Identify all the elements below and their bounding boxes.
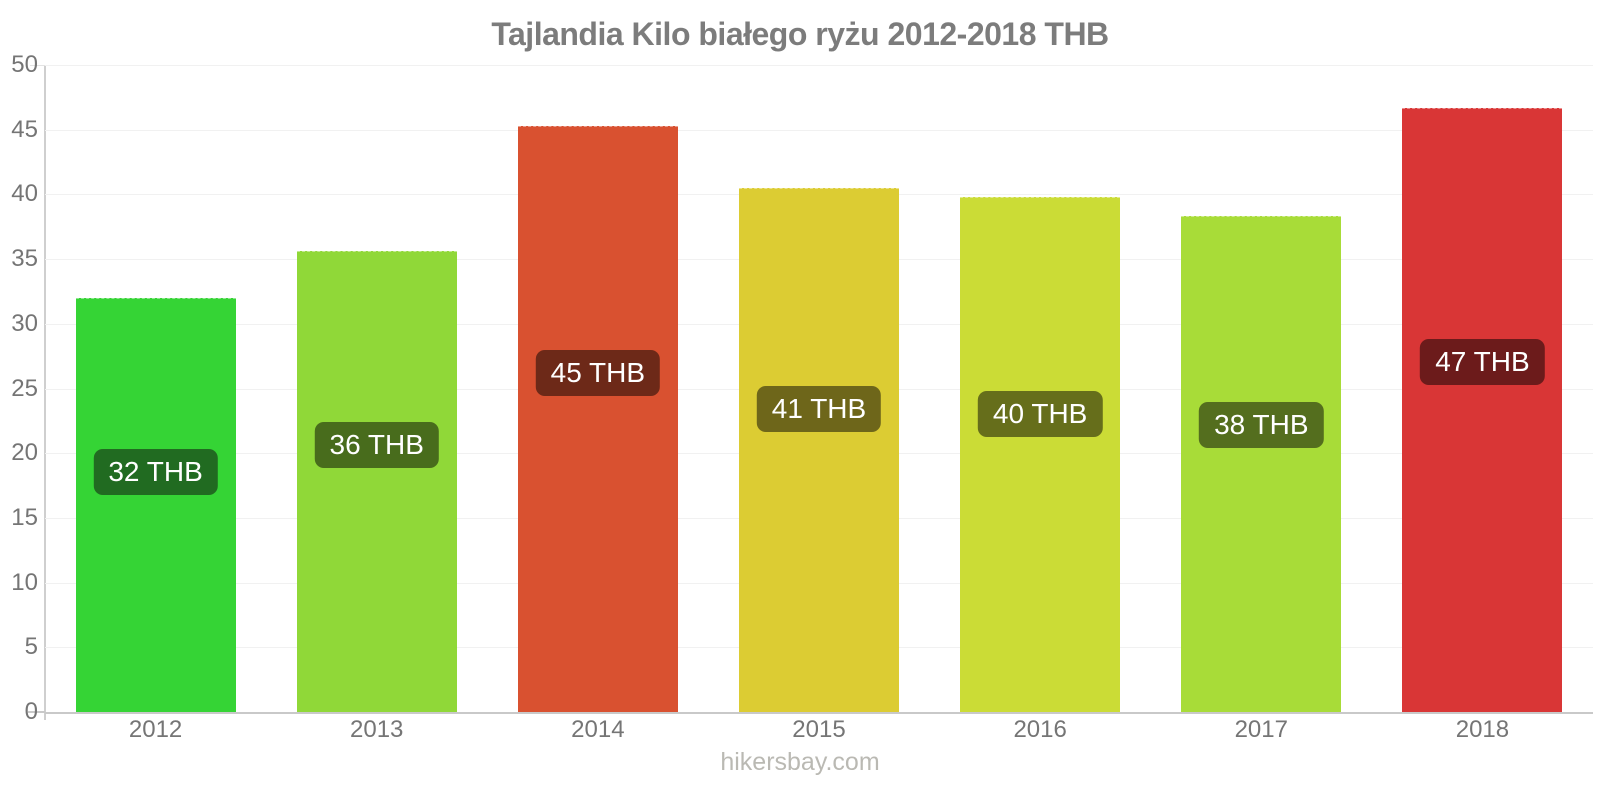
bar-value-badge: 47 THB bbox=[1420, 339, 1545, 386]
bar-value-label: 36 THB bbox=[329, 429, 424, 461]
bar-value-badge: 38 THB bbox=[1199, 402, 1324, 449]
bar-value-label: 41 THB bbox=[771, 392, 867, 424]
bar-2017[interactable]: 38 THB bbox=[1181, 216, 1342, 712]
bar-value-badge: 40 THB bbox=[977, 390, 1103, 437]
y-tick-label: 50 bbox=[11, 51, 38, 78]
bar-value-label: 45 THB bbox=[550, 356, 646, 388]
bar-value-label: 40 THB bbox=[992, 397, 1088, 429]
y-axis-line bbox=[44, 65, 46, 720]
bar-value-badge: 41 THB bbox=[756, 385, 882, 432]
bar-value-label: 47 THB bbox=[1435, 346, 1530, 378]
y-tick-label: 10 bbox=[11, 568, 38, 596]
bar-2018[interactable]: 47 THB bbox=[1402, 107, 1563, 712]
y-tick-label: 40 bbox=[11, 180, 38, 208]
bar-value-badge: 32 THB bbox=[93, 449, 218, 496]
x-tick-label: 2014 bbox=[571, 716, 625, 743]
bar-2015[interactable]: 41 THB bbox=[739, 187, 899, 712]
x-tick-label: 2016 bbox=[1013, 716, 1067, 743]
bar-2012[interactable]: 32 THB bbox=[75, 297, 236, 712]
y-tick-label: 35 bbox=[11, 245, 38, 273]
bar-2014[interactable]: 45 THB bbox=[517, 125, 678, 712]
y-tick-label: 20 bbox=[11, 439, 38, 467]
gridline bbox=[45, 129, 1593, 131]
footer-watermark: hikersbay.com bbox=[720, 748, 880, 776]
bar-value-badge: 45 THB bbox=[535, 349, 661, 396]
y-axis-tick-0 bbox=[28, 711, 45, 713]
bar-value-label: 38 THB bbox=[1214, 409, 1309, 441]
bar-2013[interactable]: 36 THB bbox=[296, 251, 457, 712]
y-tick-label: 25 bbox=[11, 374, 38, 402]
x-axis-line bbox=[45, 712, 1593, 714]
x-tick-label: 2017 bbox=[1234, 716, 1288, 743]
chart-title: Tajlandia Kilo białego ryżu 2012-2018 TH… bbox=[491, 16, 1109, 52]
gridline bbox=[45, 65, 1593, 66]
y-tick-label: 30 bbox=[11, 309, 38, 337]
x-tick-label: 2015 bbox=[792, 716, 846, 743]
y-tick-label: 5 bbox=[24, 633, 38, 661]
x-tick-label: 2018 bbox=[1455, 716, 1510, 743]
bar-value-badge: 36 THB bbox=[314, 422, 439, 469]
x-tick-label: 2013 bbox=[350, 716, 404, 743]
y-axis-tick-50 bbox=[30, 65, 45, 66]
bar-2016[interactable]: 40 THB bbox=[960, 196, 1121, 712]
x-tick-label: 2012 bbox=[128, 716, 183, 743]
bar-value-label: 32 THB bbox=[108, 456, 203, 488]
y-tick-label: 0 bbox=[24, 698, 38, 725]
y-tick-label: 15 bbox=[11, 503, 38, 531]
y-tick-label: 45 bbox=[11, 115, 38, 143]
